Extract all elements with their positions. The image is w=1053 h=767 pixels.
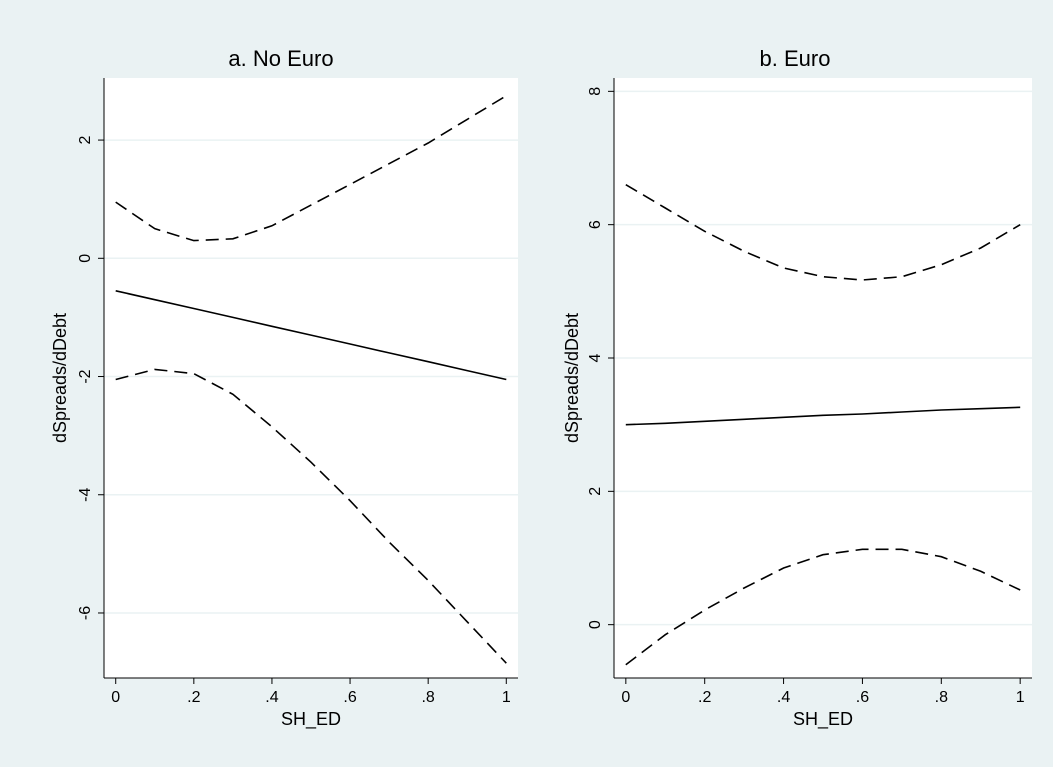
estimate-line	[115, 290, 507, 381]
y-tick-labels: 0 2 4 6 8	[587, 87, 604, 629]
tick-marks	[98, 139, 507, 684]
y-tick-label: 0	[77, 254, 94, 263]
x-tick-labels: 0 .2 .4 .6 .8 1	[111, 689, 511, 706]
plot-area	[614, 78, 1032, 678]
lower-bound-line	[115, 368, 507, 664]
upper-bound-line	[115, 95, 507, 242]
series-lines	[625, 184, 1021, 666]
lower-bound-line	[625, 548, 1021, 666]
y-tick-label: 6	[587, 220, 604, 229]
x-tick-label: 0	[111, 689, 120, 706]
x-tick-label: 1	[1016, 689, 1025, 706]
panel-euro: b. Euro 0 .2 .4 .6 .8 1 0 2 4 6 8 SH_ED dSpreads/…	[562, 46, 1032, 730]
x-tick-label: .4	[265, 689, 278, 706]
x-tick-label: 1	[502, 689, 511, 706]
x-tick-label: .6	[856, 689, 869, 706]
grid-lines	[104, 139, 518, 614]
x-tick-label: .6	[343, 689, 356, 706]
x-axis-label: SH_ED	[793, 709, 853, 730]
x-tick-label: .2	[698, 689, 711, 706]
series-lines	[115, 95, 507, 664]
x-tick-labels: 0 .2 .4 .6 .8 1	[621, 689, 1024, 706]
y-axis-label: dSpreads/dDebt	[562, 313, 582, 443]
panel-title: b. Euro	[760, 46, 831, 71]
y-tick-label: 0	[587, 620, 604, 629]
x-tick-label: .8	[935, 689, 948, 706]
y-tick-label: -2	[77, 369, 94, 383]
tick-marks	[608, 90, 1021, 684]
panel-no-euro: a. No Euro 0 .2 .4 .6 .8 1 -6 -4 -2 0 2 SH_ED dSp…	[50, 46, 518, 730]
y-tick-label: 2	[587, 487, 604, 496]
y-tick-label: -6	[77, 606, 94, 620]
y-tick-label: 4	[587, 353, 604, 362]
y-tick-label: 8	[587, 87, 604, 96]
plot-area	[104, 78, 518, 678]
y-tick-labels: -6 -4 -2 0 2	[77, 136, 94, 621]
x-tick-label: .4	[777, 689, 790, 706]
y-tick-label: -4	[77, 488, 94, 502]
estimate-line	[625, 406, 1021, 426]
y-tick-label: 2	[77, 136, 94, 145]
panel-title: a. No Euro	[228, 46, 333, 71]
x-axis-label: SH_ED	[281, 709, 341, 730]
y-axis-label: dSpreads/dDebt	[50, 313, 70, 443]
x-tick-label: .8	[421, 689, 434, 706]
grid-lines	[614, 90, 1032, 626]
x-tick-label: 0	[621, 689, 630, 706]
x-tick-label: .2	[187, 689, 200, 706]
